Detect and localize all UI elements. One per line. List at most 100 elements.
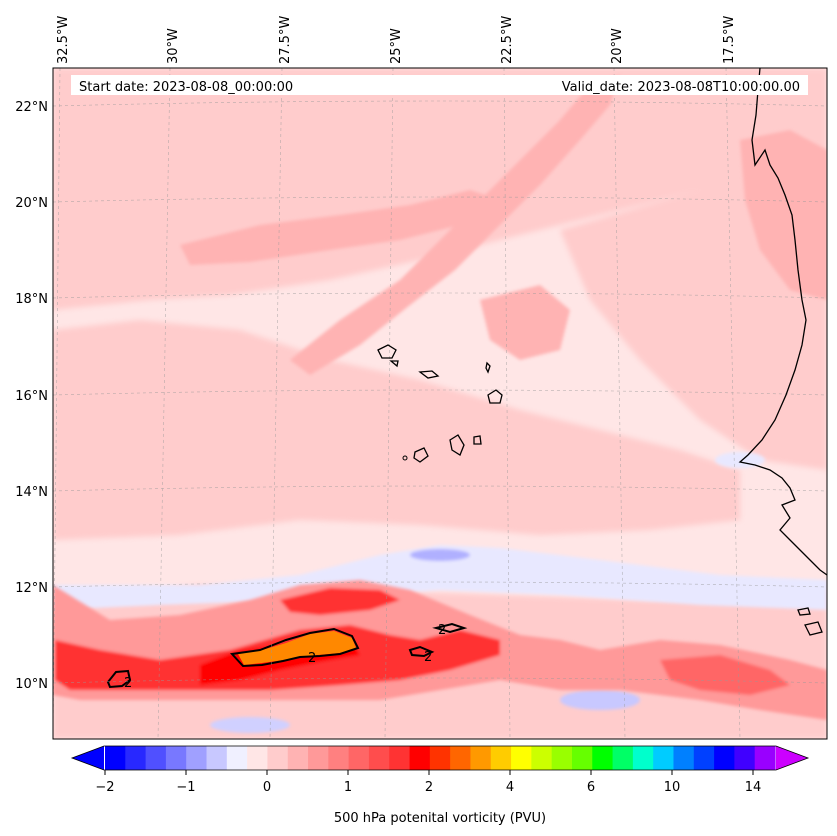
cbar-label-m1: −1 bbox=[176, 780, 195, 795]
colorbar-segment bbox=[287, 746, 309, 770]
lat-label-16n: 16°N bbox=[15, 389, 48, 404]
pv-2-contours bbox=[106, 622, 468, 689]
colorbar-segment bbox=[389, 746, 411, 770]
coast-cape-verde-3 bbox=[485, 361, 491, 374]
contour-label-east-a: 2 bbox=[438, 623, 446, 638]
colorbar-segment bbox=[409, 746, 431, 770]
cbar-label-14: 14 bbox=[745, 780, 762, 795]
latitude-labels: 22°N 20°N 18°N 16°N 14°N 12°N 10°N bbox=[15, 100, 48, 692]
colorbar-extend-min bbox=[72, 746, 104, 770]
colorbar-segment bbox=[186, 746, 208, 770]
lon-label-27-5w: 27.5°W bbox=[278, 16, 293, 64]
grid-lat-18 bbox=[53, 292, 827, 299]
colorbar-segment bbox=[551, 746, 573, 770]
cbar-label-1: 1 bbox=[344, 780, 352, 795]
cbar-label-4: 4 bbox=[506, 780, 514, 795]
contour-2-west bbox=[106, 669, 132, 689]
coast-islet bbox=[402, 455, 408, 461]
lat-label-14n: 14°N bbox=[15, 485, 48, 500]
colorbar-tick-labels: −2 −1 0 1 2 4 6 10 14 bbox=[95, 780, 761, 795]
colorbar-segment bbox=[714, 746, 735, 770]
coast-cape-verde-1 bbox=[377, 344, 397, 359]
colorbar-segment bbox=[693, 746, 715, 770]
colorbar-segment bbox=[328, 746, 350, 770]
grid-lat-22 bbox=[53, 100, 827, 107]
colorbar-segment bbox=[247, 746, 269, 770]
coast-cape-verde-5 bbox=[449, 434, 465, 456]
grid-lon-30 bbox=[157, 68, 171, 739]
cbar-label-0: 0 bbox=[263, 780, 271, 795]
grid-lon-32-5 bbox=[53, 68, 61, 739]
lat-label-18n: 18°N bbox=[15, 292, 48, 307]
colorbar-segment bbox=[308, 746, 329, 770]
colorbar-segment bbox=[206, 746, 228, 770]
pv-orange-core bbox=[238, 631, 356, 665]
colorbar-segment bbox=[450, 746, 472, 770]
pv-mid-filaments bbox=[180, 75, 827, 375]
cbar-label-10: 10 bbox=[664, 780, 681, 795]
grid-lat-16 bbox=[53, 389, 827, 396]
contour-label-east-b: 2 bbox=[424, 650, 432, 665]
cbar-label-2: 2 bbox=[425, 780, 433, 795]
pv-negative-south bbox=[560, 690, 640, 710]
grid-lat-20 bbox=[53, 196, 827, 203]
pv-filament-band bbox=[180, 190, 500, 265]
grid-lon-22-5 bbox=[503, 68, 511, 739]
start-date-label: Start date: 2023-08-08_00:00:00 bbox=[79, 80, 293, 95]
pv-negative-north bbox=[410, 549, 470, 561]
grid-lat-12 bbox=[53, 581, 827, 588]
colorbar-segment bbox=[165, 746, 187, 770]
pv-negative-southwest bbox=[210, 717, 290, 733]
coast-cape-verde-8 bbox=[389, 360, 399, 368]
colorbar-segment bbox=[612, 746, 634, 770]
cbar-label-m2: −2 bbox=[95, 780, 114, 795]
colorbar: −2 −1 0 1 2 4 6 10 14 500 hPa potenital … bbox=[70, 745, 810, 826]
coast-africa bbox=[738, 68, 827, 576]
colorbar-segment bbox=[145, 746, 167, 770]
lon-label-22-5w: 22.5°W bbox=[500, 16, 515, 64]
grid-lat-14 bbox=[53, 485, 827, 492]
lat-label-20n: 20°N bbox=[15, 196, 48, 211]
contour-label-center: 2 bbox=[308, 651, 316, 666]
pv-strong-core-north bbox=[280, 588, 400, 615]
lon-label-25w: 25°W bbox=[389, 28, 404, 64]
contour-label-west: 2 bbox=[124, 676, 132, 691]
colorbar-segment bbox=[105, 746, 126, 770]
map-area: 2 2 2 2 bbox=[53, 68, 827, 739]
pv-light-band-mid bbox=[53, 320, 740, 540]
colorbar-segment bbox=[511, 746, 532, 770]
lat-label-22n: 22°N bbox=[15, 100, 48, 115]
grid-lon-17-5 bbox=[725, 68, 741, 739]
coast-cape-verde-7 bbox=[413, 447, 429, 463]
lon-label-30w: 30°W bbox=[166, 28, 181, 64]
pv-filament-south-center bbox=[480, 285, 570, 360]
colorbar-segment bbox=[470, 746, 492, 770]
colorbar-segment bbox=[368, 746, 390, 770]
map-frame bbox=[52, 67, 828, 740]
colorbar-segment bbox=[632, 746, 654, 770]
lon-label-32-5w: 32.5°W bbox=[56, 16, 71, 64]
lon-label-17-5w: 17.5°W bbox=[722, 16, 737, 64]
colorbar-segment bbox=[734, 746, 756, 770]
colorbar-segment bbox=[226, 746, 248, 770]
colorbar-segment bbox=[754, 746, 776, 770]
colorbar-segment bbox=[490, 746, 512, 770]
lon-label-20w: 20°W bbox=[610, 28, 625, 64]
lat-label-12n: 12°N bbox=[15, 581, 48, 596]
coast-cape-verde-2 bbox=[418, 370, 440, 379]
grid-lat-10 bbox=[53, 677, 827, 684]
colorbar-segment bbox=[673, 746, 695, 770]
colorbar-segment bbox=[267, 746, 289, 770]
colorbar-segment bbox=[653, 746, 675, 770]
colorbar-segment bbox=[592, 746, 614, 770]
gridlines bbox=[53, 68, 827, 739]
colorbar-title: 500 hPa potenital vorticity (PVU) bbox=[334, 811, 546, 826]
contour-2-east-b bbox=[408, 645, 435, 658]
pv-strong-core-east bbox=[660, 655, 790, 695]
colorbar-segments bbox=[105, 746, 776, 770]
grid-lon-25 bbox=[384, 68, 394, 739]
colorbar-segment bbox=[531, 746, 553, 770]
colorbar-segment bbox=[348, 746, 370, 770]
longitude-labels: 32.5°W 30°W 27.5°W 25°W 22.5°W 20°W 17.5… bbox=[56, 16, 737, 64]
